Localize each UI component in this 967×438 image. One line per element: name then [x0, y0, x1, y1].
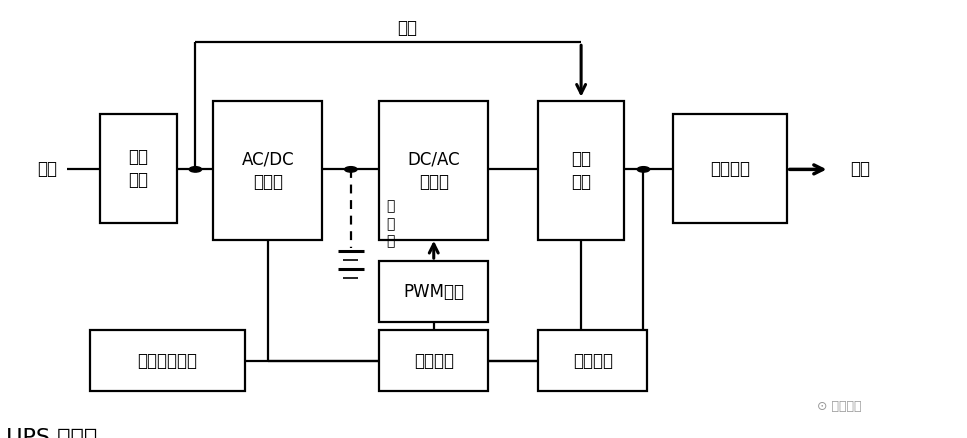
Text: 电
池
组: 电 池 组	[387, 199, 395, 249]
Text: 通信接口电路: 通信接口电路	[137, 352, 197, 370]
Circle shape	[637, 166, 650, 172]
Text: 辅助电源: 辅助电源	[573, 352, 613, 370]
Bar	[379, 261, 488, 322]
Bar	[90, 330, 245, 392]
Text: 输出滤波: 输出滤波	[710, 159, 749, 177]
Circle shape	[344, 166, 357, 172]
Bar	[100, 114, 177, 223]
Text: 旁路: 旁路	[397, 19, 417, 37]
Text: 静态
开关: 静态 开关	[571, 150, 591, 191]
Bar	[214, 101, 322, 240]
Text: 负载: 负载	[851, 160, 870, 178]
Text: PWM驱动: PWM驱动	[403, 283, 464, 300]
Bar	[379, 330, 488, 392]
Text: AC/DC
滤波器: AC/DC 滤波器	[242, 150, 294, 191]
Bar	[539, 101, 624, 240]
Text: 输入
滤波: 输入 滤波	[129, 148, 149, 189]
Bar	[379, 101, 488, 240]
Text: 控制电路: 控制电路	[414, 352, 454, 370]
Bar	[539, 330, 648, 392]
Circle shape	[190, 166, 201, 172]
Text: 图 1   在线式 UPS 方框图: 图 1 在线式 UPS 方框图	[0, 428, 98, 438]
Text: 市电: 市电	[38, 160, 58, 178]
Bar	[673, 114, 787, 223]
Text: ⊙ 电源联盟: ⊙ 电源联盟	[816, 399, 862, 413]
Text: DC/AC
逆变器: DC/AC 逆变器	[407, 150, 460, 191]
